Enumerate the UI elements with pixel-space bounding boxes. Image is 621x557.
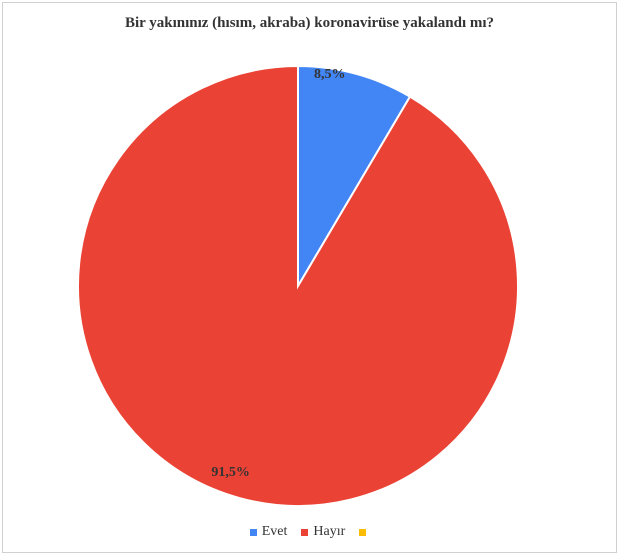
legend-label-evet: Evet [261,524,288,539]
legend-label-hayir: Hayır [313,524,346,539]
legend-item-hayir[interactable]: Hayır [301,524,345,540]
legend-swatch-empty [359,528,367,536]
pie-slice-evet[interactable] [297,64,412,290]
data-label-evet: 8,5% [314,67,346,82]
pie-slice-hayır[interactable] [77,64,519,507]
legend-swatch-hayir [301,528,309,536]
chart-legend: Evet Hayır [0,524,621,540]
legend-item-evet[interactable]: Evet [249,524,288,540]
data-label-hayır: 91,5% [211,465,250,480]
chart-title: Bir yakınınız (hısım, akraba) koronavirü… [124,15,495,31]
legend-swatch-evet [249,528,257,536]
legend-item-empty[interactable] [359,528,371,536]
